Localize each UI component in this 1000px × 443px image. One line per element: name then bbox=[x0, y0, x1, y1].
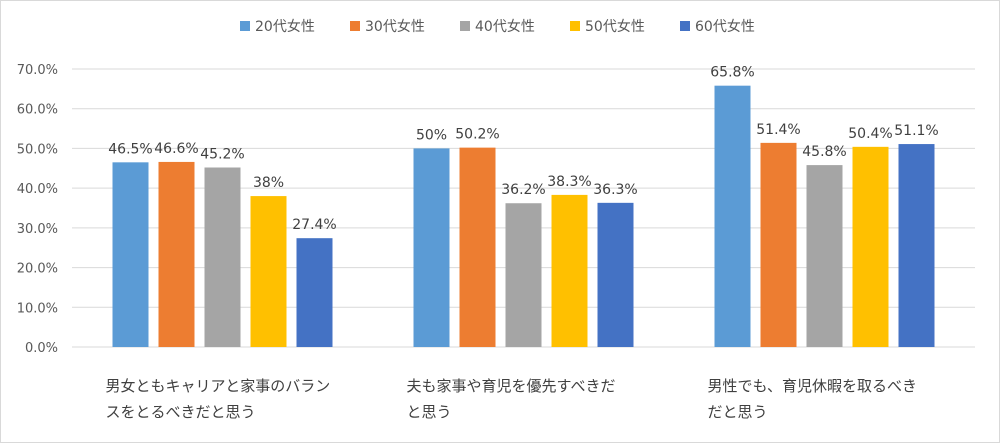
bar bbox=[413, 148, 450, 347]
x-category-label-line: 男性でも、育児休暇を取るべき bbox=[707, 377, 918, 395]
y-tick-label: 40.0% bbox=[17, 182, 58, 197]
y-tick-label: 10.0% bbox=[17, 301, 58, 316]
data-label: 38.3% bbox=[547, 174, 591, 190]
data-label: 50.2% bbox=[455, 127, 499, 143]
y-tick-label: 30.0% bbox=[17, 222, 58, 237]
data-label: 36.2% bbox=[501, 182, 545, 198]
data-label: 45.2% bbox=[200, 146, 244, 162]
legend-label: 20代女性 bbox=[255, 18, 315, 35]
bar bbox=[459, 147, 496, 347]
bar bbox=[505, 203, 542, 347]
bar bbox=[806, 165, 843, 347]
y-tick-label: 0.0% bbox=[25, 341, 58, 356]
data-label: 51.4% bbox=[756, 122, 800, 138]
legend-swatch bbox=[680, 21, 690, 31]
legend-label: 50代女性 bbox=[585, 18, 645, 35]
data-label: 46.6% bbox=[154, 141, 198, 157]
x-category-label: 男性でも、育児休暇を取るべき だと思う bbox=[708, 373, 978, 425]
x-category-label: 夫も家事や育児を優先すべきだ と思う bbox=[407, 373, 677, 425]
data-label: 27.4% bbox=[292, 217, 336, 233]
bar bbox=[158, 161, 195, 347]
data-label: 50% bbox=[416, 127, 447, 143]
data-label: 50.4% bbox=[848, 126, 892, 142]
legend-swatch bbox=[460, 21, 470, 31]
data-label: 51.1% bbox=[894, 123, 938, 139]
y-tick-label: 60.0% bbox=[17, 103, 58, 118]
legend-label: 30代女性 bbox=[365, 18, 425, 35]
x-category-label-line: 男女ともキャリアと家事のバラン bbox=[105, 377, 331, 395]
x-category-label-line: と思う bbox=[406, 403, 452, 421]
bar bbox=[296, 238, 333, 347]
data-label: 36.3% bbox=[593, 182, 637, 198]
data-label: 46.5% bbox=[108, 141, 152, 157]
legend-swatch bbox=[570, 21, 580, 31]
bar bbox=[852, 146, 889, 347]
bar bbox=[204, 167, 241, 347]
data-label: 38% bbox=[253, 175, 284, 191]
bar bbox=[250, 196, 287, 347]
bar bbox=[597, 202, 634, 347]
data-label: 45.8% bbox=[802, 144, 846, 160]
y-tick-label: 20.0% bbox=[17, 262, 58, 277]
bar bbox=[760, 142, 797, 347]
y-tick-label: 70.0% bbox=[17, 63, 58, 78]
bar bbox=[898, 144, 935, 347]
legend-label: 60代女性 bbox=[695, 18, 755, 35]
y-tick-label: 50.0% bbox=[17, 142, 58, 157]
data-label: 65.8% bbox=[710, 65, 754, 81]
bar bbox=[112, 162, 149, 347]
legend-swatch bbox=[350, 21, 360, 31]
legend-label: 40代女性 bbox=[475, 18, 535, 35]
bar bbox=[551, 194, 588, 347]
bar bbox=[714, 85, 751, 348]
x-category-label-line: 夫も家事や育児を優先すべきだ bbox=[406, 377, 616, 395]
x-category-label: 男女ともキャリアと家事のバラン スをとるべきだと思う bbox=[106, 373, 376, 425]
legend-swatch bbox=[240, 21, 250, 31]
x-category-label-line: だと思う bbox=[707, 403, 768, 421]
x-category-label-line: スをとるべきだと思う bbox=[105, 403, 256, 421]
